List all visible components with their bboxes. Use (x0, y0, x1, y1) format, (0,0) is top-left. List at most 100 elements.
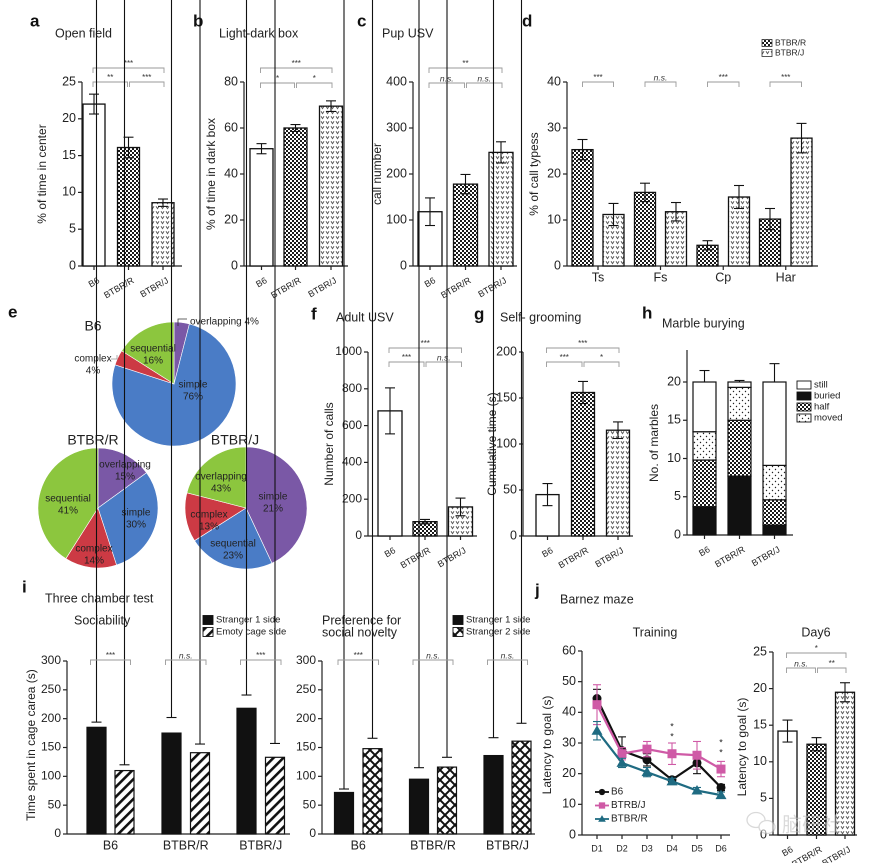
wechat-icon (746, 811, 766, 829)
x-tick-label: B6 (103, 838, 118, 852)
significance-bracket (129, 81, 165, 87)
x-tick-label: B6 (540, 545, 555, 559)
significance-label: *** (106, 651, 115, 660)
pie-slice-label: simple (179, 380, 208, 391)
marker-triangle (666, 775, 678, 786)
significance-bracket (388, 361, 425, 367)
significance-label: n.s. (179, 650, 193, 660)
legend-label: Stranger 1 side (216, 615, 280, 626)
y-tick-label: 20 (62, 111, 76, 125)
pie-slice-label: 43% (211, 484, 231, 495)
subchart-title: Sociability (74, 613, 131, 627)
pie-slice-overlapping (186, 446, 247, 509)
bar-b6 (417, 211, 443, 267)
subchart-title: Training (633, 625, 678, 639)
panel-letter: d (522, 11, 532, 30)
y-tick-label: 200 (41, 711, 61, 725)
y-tick-label: 20 (562, 766, 576, 780)
y-tick-label: 20 (753, 681, 767, 695)
significance-label: *** (781, 73, 790, 82)
bar-segment-half (727, 419, 752, 477)
y-axis-title: No. of marbles (647, 404, 661, 482)
marker-square (592, 700, 602, 710)
y-tick-label: 400 (386, 74, 407, 88)
bar-b6 (82, 103, 106, 267)
panel-f: f Adult USV 0 200 400 600 800 1000 Number of cal… (311, 304, 477, 570)
bar-btbr-j-series-0 (236, 707, 257, 835)
pie-slice-label: 23% (223, 551, 243, 562)
bar-segment-buried (762, 524, 787, 536)
panel-e: eB6 overlapping 4%simple76%complex4%seque… (8, 302, 308, 570)
x-tick-label: B6 (780, 844, 795, 858)
significance-bracket (466, 82, 503, 88)
panel-d: d 0 10 20 30 40 % of call typess Ts *** Fs n.s. Cp *… (522, 11, 818, 284)
x-tick-label: D5 (691, 843, 703, 853)
y-tick-label: 0 (760, 827, 767, 841)
y-tick-label: 10 (62, 185, 76, 199)
x-tick-label: B6 (423, 275, 438, 289)
legend-label: still (814, 380, 828, 391)
bar-btbr-r-series-1 (189, 752, 211, 835)
significance-bracket (546, 361, 583, 367)
panel-letter: g (474, 304, 484, 323)
significance-bracket (260, 67, 333, 73)
pie-slice-simple (111, 323, 237, 447)
y-tick-label: 100 (296, 769, 316, 783)
panel-a: a Open field 0 5 10 15 20 25 % of time in center… (30, 11, 182, 300)
x-tick-label: Cp (715, 270, 731, 284)
pie-slice-label: simple (122, 508, 151, 519)
pie-slice-label: 41% (58, 506, 78, 517)
significance-bracket (644, 81, 677, 87)
bar-fs-btbr-r (633, 191, 657, 267)
y-axis-title: call number (370, 143, 384, 205)
x-tick-label: BTBR/J (820, 844, 852, 863)
bar-ts-btbr-r (571, 148, 594, 267)
significance-label: * (719, 747, 723, 757)
bar-segment-moved (727, 386, 752, 421)
y-tick-label: 150 (296, 740, 316, 754)
watermark-text: 脑研社 (782, 813, 842, 836)
y-axis-title: Latency to goal (s) (735, 698, 749, 797)
x-tick-label: D3 (641, 843, 653, 853)
x-tick-label: BTBR/R (269, 275, 303, 300)
significance-bracket (412, 659, 454, 665)
significance-bracket (425, 361, 462, 367)
x-tick-label: D1 (591, 843, 603, 853)
significance-label: *** (124, 59, 133, 68)
bar-segment-still (727, 381, 752, 388)
marker-triangle (591, 725, 603, 735)
significance-label: *** (421, 339, 430, 348)
y-axis-title: Number of calls (322, 402, 336, 485)
bar-segment-moved (762, 464, 787, 501)
bar-segment-buried (692, 506, 717, 536)
pie-slice-overlapping (97, 447, 147, 509)
panel-letter: i (22, 577, 27, 596)
series-line (596, 730, 722, 797)
y-tick-label: 5 (760, 791, 767, 805)
x-tick-label: BTBR/J (486, 838, 529, 852)
x-tick-label: Har (776, 270, 796, 284)
pie-slice-label: simple (259, 492, 288, 503)
y-tick-label: 100 (496, 436, 517, 450)
significance-bracket (786, 652, 847, 658)
y-axis-title: Time spent in cage carea (s) (24, 669, 38, 821)
significance-label: * (815, 644, 818, 653)
significance-label: * (670, 731, 674, 741)
x-tick-label: BTBR/R (439, 275, 473, 300)
pie-btbr-r: BTBR/Roverlapping15%simple30%complex14%s… (37, 432, 159, 569)
panel-title: Adult USV (336, 310, 394, 324)
panel-title: Marble burying (662, 316, 745, 330)
significance-bracket (786, 667, 816, 673)
y-tick-label: 20 (547, 166, 561, 180)
y-tick-label: 50 (48, 797, 62, 811)
significance-bracket (337, 659, 379, 665)
significance-bracket (388, 347, 462, 353)
legend-label: half (814, 402, 830, 413)
y-tick-label: 10 (562, 797, 576, 811)
legend-swatch (761, 39, 773, 47)
y-tick-label: 5 (69, 221, 76, 235)
y-tick-label: 5 (674, 489, 681, 503)
